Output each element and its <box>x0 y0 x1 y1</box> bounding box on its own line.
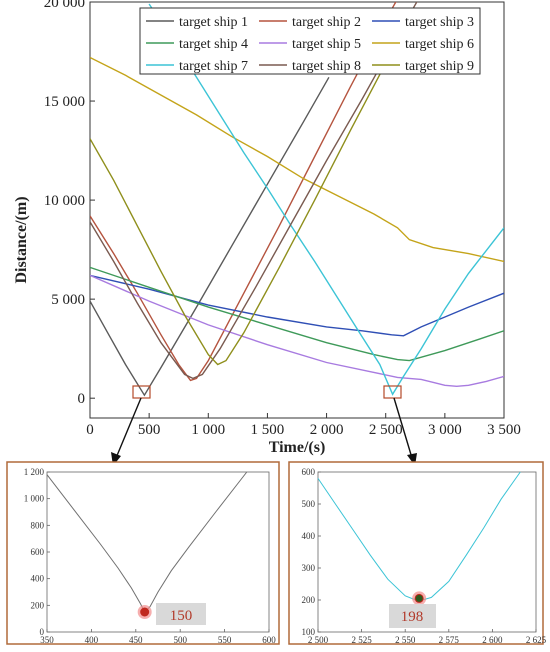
series-line-target-ship-1 <box>90 76 330 397</box>
main-x-tick-label: 0 <box>86 422 94 438</box>
main-y-tick-label: 10 000 <box>44 193 85 209</box>
main-x-tick-label: 2 000 <box>310 422 344 438</box>
main-chart: 0 500 1 000 1 500 2 000 2 500 3 000 3 500 0 5 000… <box>13 0 521 456</box>
inset-right-min-point-core <box>415 594 423 602</box>
inset-right-x-tick-label: 2 625 <box>526 635 547 645</box>
inset-left-label-box <box>156 603 206 625</box>
main-y-tick-label: 0 <box>78 391 86 407</box>
arrow-right <box>393 397 413 459</box>
main-plot-frame <box>89 1 505 419</box>
inset-left-y-tick-label: 1 000 <box>24 494 45 504</box>
inset-chart-right: 2 500 2 525 2 550 2 575 2 600 2 625 100 200 300 4… <box>288 461 547 645</box>
arrow-left <box>115 397 142 459</box>
inset-left-x-tick-label: 350 <box>40 635 54 645</box>
series-line-target-ship-8 <box>90 2 418 380</box>
inset-left-y-tick-label: 800 <box>31 520 45 530</box>
zoom-box-right <box>383 385 402 399</box>
main-y-tick-label: 5 000 <box>51 292 85 308</box>
series-line-target-ship-3 <box>90 274 504 337</box>
inset-left-x-tick-label: 500 <box>173 635 187 645</box>
series-line-target-ship-2 <box>90 2 397 382</box>
inset-left-y-tick-label: 400 <box>31 574 45 584</box>
inset-left-y-tick-label: 1 200 <box>24 467 45 477</box>
inset-right-y-tick-label: 100 <box>302 627 316 637</box>
inset-right-plot-frame <box>317 471 537 633</box>
main-x-tick-label: 3 000 <box>428 422 462 438</box>
inset-left-x-tick-label: 450 <box>129 635 143 645</box>
main-x-tick-label: 2 500 <box>369 422 403 438</box>
legend-label-4: target ship 4 <box>179 37 248 52</box>
inset-right-y-tick-label: 500 <box>302 499 316 509</box>
inset-left-min-point <box>140 607 150 617</box>
legend-label-3: target ship 3 <box>405 15 474 30</box>
legend-label-1: target ship 1 <box>179 15 248 30</box>
inset-left-y-tick-label: 600 <box>31 547 45 557</box>
inset-right-x-tick-label: 2 575 <box>439 635 460 645</box>
series-line-target-ship-5 <box>90 274 504 388</box>
legend-label-7: target ship 7 <box>179 59 248 74</box>
series-line-target-ship-6 <box>90 56 504 263</box>
main-series-group <box>90 2 504 397</box>
legend-label-9: target ship 9 <box>405 59 474 74</box>
inset-right-x-tick-label: 2 600 <box>482 635 503 645</box>
inset-right-x-tick-label: 2 500 <box>308 635 329 645</box>
main-y-tick-label: 15 000 <box>44 94 85 110</box>
main-x-axis-label: Time/(s) <box>269 439 326 456</box>
inset-left-x-tick-label: 550 <box>218 635 232 645</box>
main-x-tick-label: 3 500 <box>487 422 521 438</box>
inset-chart-left: 350 400 450 500 550 600 0 200 400 600 800 1 000 1 20… <box>6 461 280 645</box>
legend-box <box>139 7 481 75</box>
inset-right-annotation: 198 <box>401 609 424 625</box>
inset-right-y-tick-label: 300 <box>302 563 316 573</box>
inset-left-x-tick-label: 600 <box>262 635 276 645</box>
main-x-tick-label: 1 000 <box>191 422 225 438</box>
inset-left-y-tick-label: 0 <box>40 627 45 637</box>
main-y-tick-label: 20 000 <box>44 0 85 11</box>
legend-label-5: target ship 5 <box>292 37 361 52</box>
legend-label-2: target ship 2 <box>292 15 361 30</box>
inset-left-y-tick-label: 200 <box>31 600 45 610</box>
series-line-target-ship-9 <box>90 17 411 366</box>
main-y-axis-label: Distance/(m) <box>13 196 30 283</box>
inset-right-y-tick-label: 200 <box>302 595 316 605</box>
series-line-target-ship-7 <box>148 3 504 396</box>
legend-label-6: target ship 6 <box>405 37 474 52</box>
legend-label-8: target ship 8 <box>292 59 361 74</box>
inset-right-label-box <box>389 604 436 628</box>
inset-left-annotation: 150 <box>170 608 193 624</box>
main-x-tick-label: 1 500 <box>251 422 285 438</box>
zoom-box-left <box>132 385 151 399</box>
legend: target ship 1 target ship 2 target ship 3 t… <box>139 7 481 75</box>
inset-left-x-tick-label: 400 <box>85 635 99 645</box>
inset-right-y-tick-label: 400 <box>302 531 316 541</box>
inset-right-y-tick-label: 600 <box>302 467 316 477</box>
inset-right-x-tick-label: 2 550 <box>395 635 416 645</box>
inset-right-x-tick-label: 2 525 <box>351 635 372 645</box>
main-x-tick-label: 500 <box>138 422 161 438</box>
